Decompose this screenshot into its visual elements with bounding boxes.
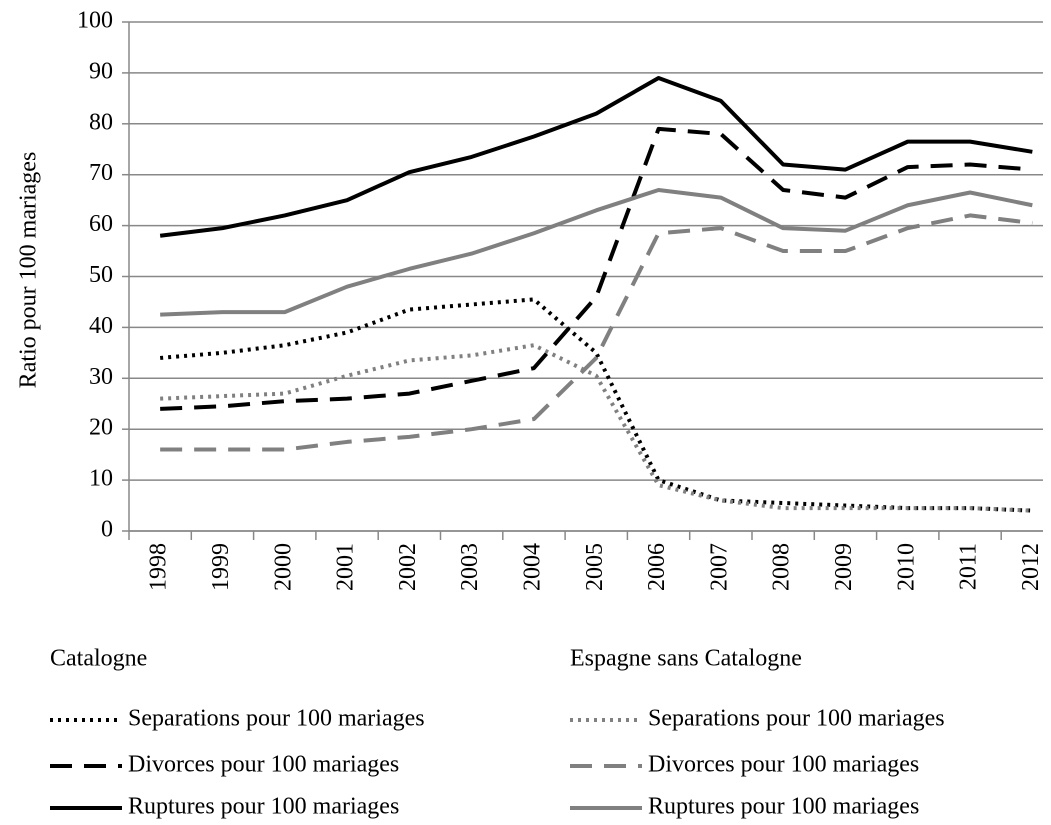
x-tick-label: 1999: [208, 543, 234, 591]
y-tick-label: 30: [89, 364, 113, 390]
x-tick-label: 2003: [457, 543, 483, 591]
x-tick-label: 2000: [270, 543, 296, 591]
x-tick-label: 2004: [519, 543, 545, 591]
legend-title: Catalogne: [50, 646, 147, 672]
x-tick-label: 2011: [956, 543, 982, 590]
x-tick-label: 2001: [333, 543, 359, 591]
y-axis-label: Ratio pour 100 mariages: [16, 152, 42, 389]
legend-title: Espagne sans Catalogne: [570, 646, 802, 672]
y-tick-label: 50: [89, 262, 113, 288]
legend-label: Divorces pour 100 mariages: [128, 752, 399, 778]
y-tick-label: 60: [89, 211, 113, 237]
y-tick-label: 70: [89, 160, 113, 186]
y-tick-label: 20: [89, 415, 113, 441]
legend-label: Separations pour 100 mariages: [128, 706, 425, 732]
x-tick-label: 2006: [644, 543, 670, 591]
legend-label: Ruptures pour 100 mariages: [648, 794, 919, 820]
legend-label: Ruptures pour 100 mariages: [128, 794, 399, 820]
series-line: [160, 126, 1033, 411]
x-tick-label: 2007: [706, 543, 732, 591]
x-tick-label: 2002: [395, 543, 421, 591]
x-tick-label: 2012: [1018, 543, 1044, 591]
y-tick-label: 0: [101, 517, 113, 543]
series-line: [159, 75, 1033, 238]
x-tick-label: 1998: [146, 543, 172, 591]
y-tick-label: 90: [89, 58, 113, 84]
legend-label: Divorces pour 100 mariages: [648, 752, 919, 778]
y-tick-label: 80: [89, 109, 113, 135]
y-tick-label: 100: [77, 8, 113, 34]
series-line: [159, 297, 1033, 513]
x-tick-label: 2008: [769, 543, 795, 591]
series-line: [160, 187, 1033, 317]
series-line: [160, 343, 1033, 513]
x-tick-label: 2009: [831, 543, 857, 591]
y-tick-label: 10: [89, 466, 113, 492]
y-tick-label: 40: [89, 313, 113, 339]
x-tick-label: 2005: [582, 543, 608, 591]
legend-label: Separations pour 100 mariages: [648, 706, 945, 732]
series-line: [160, 213, 1033, 452]
x-tick-label: 2010: [893, 543, 919, 591]
